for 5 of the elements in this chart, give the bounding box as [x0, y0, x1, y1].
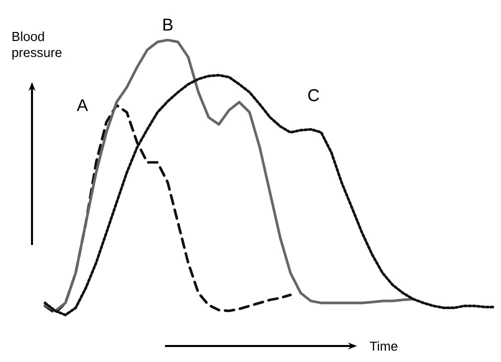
series-label: B	[163, 18, 173, 30]
series-label: C	[308, 89, 320, 102]
series-label: A	[76, 99, 88, 112]
y-axis-title: Blood pressure	[12, 32, 62, 60]
x-axis-title: Time	[370, 341, 398, 351]
